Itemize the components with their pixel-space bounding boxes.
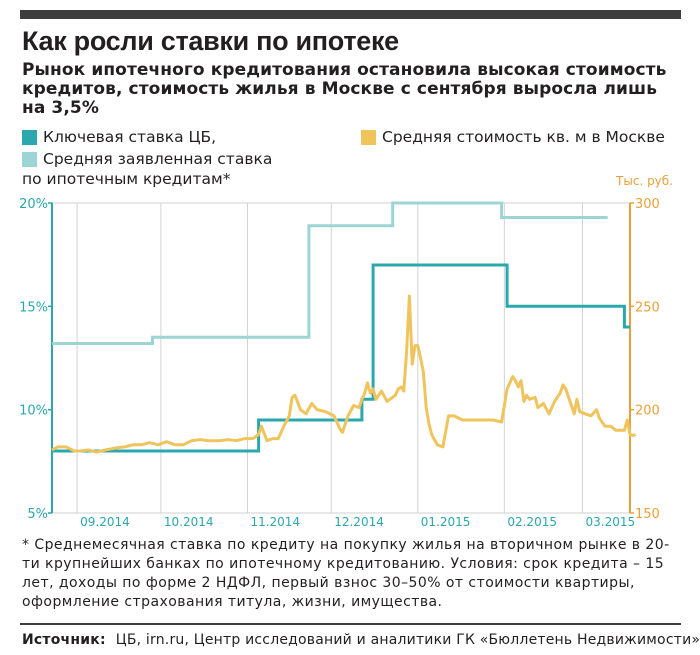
- right-y-tick-label: 300: [635, 197, 660, 212]
- legend-label-avg-rate-2: по ипотечным кредитам*: [22, 170, 231, 188]
- footnote: * Среднемесячная ставка по кредиту на по…: [22, 537, 670, 610]
- series-line-price: [51, 294, 637, 454]
- right-y-tick-label: 200: [635, 404, 660, 419]
- chart-title: Как росли ставки по ипотеке: [22, 26, 399, 56]
- left-y-tick-label: 10%: [19, 404, 48, 419]
- x-tick-label: 01.2015: [421, 515, 471, 529]
- line-chart: Тыс. руб. 09.2014 10.2014 11.2014 12.2014 01…: [19, 174, 673, 529]
- top-bar: [20, 10, 681, 19]
- x-tick-label: 03.2015: [586, 515, 636, 529]
- legend-swatch-price: [361, 130, 376, 145]
- x-tick-label: 11.2014: [250, 515, 300, 529]
- legend-label-avg-rate-1: Средняя заявленная ставка: [43, 150, 273, 168]
- chart-subtitle: Рынок ипотечного кредитования остановила…: [22, 60, 667, 118]
- left-y-tick-label: 5%: [27, 507, 48, 522]
- right-axis-unit: Тыс. руб.: [615, 174, 673, 188]
- source-label: Источник:: [22, 632, 106, 648]
- right-y-tick-label: 150: [635, 507, 660, 522]
- legend-label-key-rate: Ключевая ставка ЦБ,: [43, 128, 217, 146]
- source-text: ЦБ, irn.ru, Центр исследований и аналити…: [115, 632, 700, 648]
- left-y-tick-label: 20%: [19, 197, 48, 212]
- left-y-tick-label: 15%: [19, 300, 48, 315]
- right-y-tick-label: 250: [635, 300, 660, 315]
- source-separator: [20, 623, 681, 625]
- x-tick-label: 12.2014: [334, 515, 384, 529]
- series-line-key-rate: [52, 263, 630, 453]
- x-tick-label: 09.2014: [80, 515, 130, 529]
- x-tick-label: 10.2014: [164, 515, 214, 529]
- x-tick-label: 02.2015: [507, 515, 557, 529]
- series-line-avg-rate: [52, 201, 608, 345]
- legend-swatch-avg-rate: [22, 152, 37, 167]
- legend-label-price: Средняя стоимость кв. м в Москве: [382, 128, 665, 146]
- legend-swatch-key-rate: [22, 130, 37, 145]
- source-line: Источник: ЦБ, irn.ru, Центр исследований …: [22, 632, 700, 648]
